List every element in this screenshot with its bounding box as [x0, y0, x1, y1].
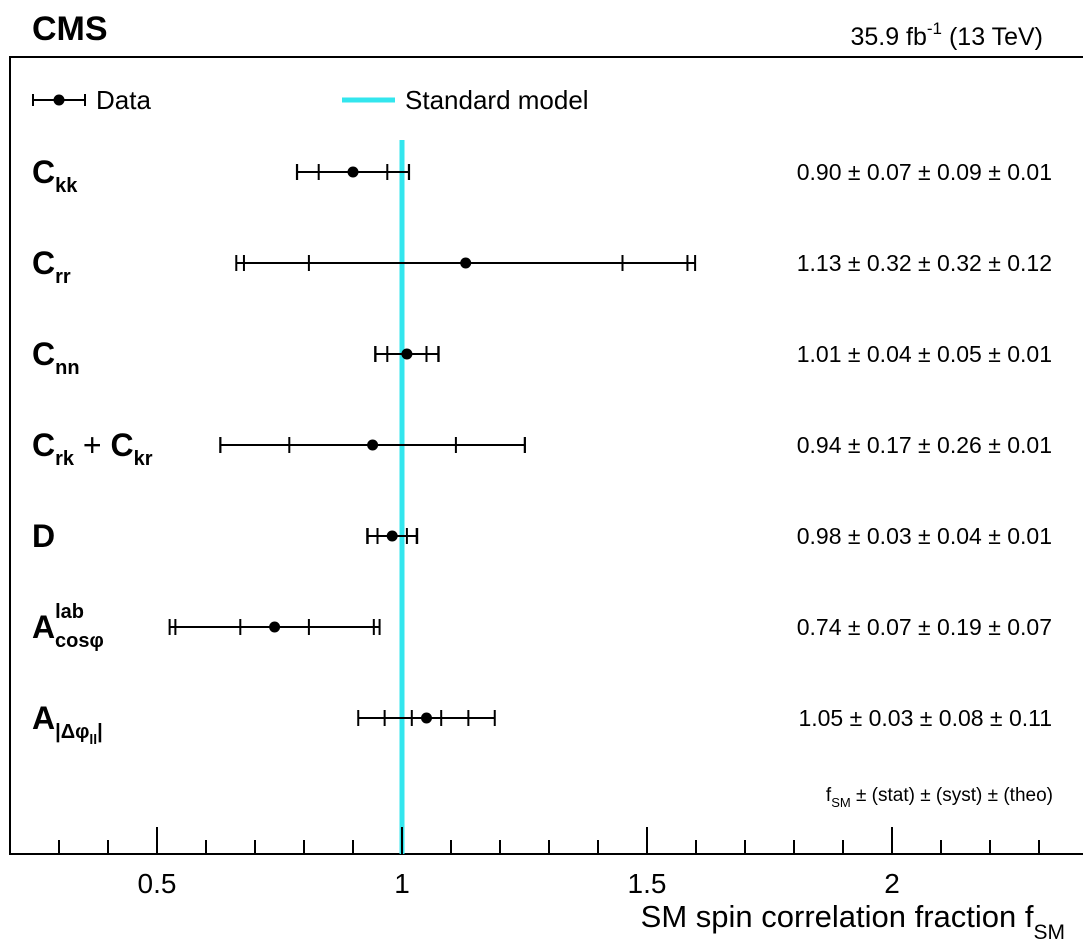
tick-label: 2 — [884, 868, 900, 899]
data-row: Ckk 0.90 ± 0.07 ± 0.09 ± 0.01 — [32, 154, 1052, 197]
x-axis-title: SM spin correlation fraction fSM — [641, 899, 1065, 944]
row-value-text: 0.74 ± 0.07 ± 0.19 ± 0.07 — [797, 614, 1052, 640]
data-point — [421, 712, 432, 724]
x-axis-tick-labels: 0.5 1 1.5 2 — [138, 868, 900, 899]
luminosity-label: 35.9 fb-1 (13 TeV) — [850, 19, 1043, 51]
energy-label: (13 TeV) — [942, 23, 1043, 51]
tick-label: 0.5 — [138, 868, 177, 899]
row-label-main: C — [32, 245, 55, 281]
row-label-part: + — [74, 427, 110, 463]
luminosity-value: 35.9 fb — [850, 23, 926, 51]
data-row: Crr 1.13 ± 0.32 ± 0.32 ± 0.12 — [32, 245, 1052, 288]
row-value-text: 0.90 ± 0.07 ± 0.09 ± 0.01 — [797, 159, 1052, 185]
data-rows: Ckk 0.90 ± 0.07 ± 0.09 ± 0.01 Crr 1.13 ± 0.… — [32, 154, 1052, 747]
row-label-part: kr — [134, 448, 153, 470]
row-label-main: A — [32, 700, 55, 736]
format-prefix: f — [826, 785, 832, 806]
row-label-main: C — [32, 427, 55, 463]
format-prefix-sub: SM — [831, 795, 851, 810]
row-value-text: 1.05 ± 0.03 ± 0.08 ± 0.11 — [798, 705, 1052, 731]
row-label-main: D — [32, 518, 55, 554]
x-axis-ticks — [58, 827, 1040, 854]
legend-data-marker — [53, 94, 65, 106]
format-text: ± (stat) ± (syst) ± (theo) — [851, 785, 1053, 806]
tick-label: 1.5 — [628, 868, 667, 899]
row-label-sub: cosφ — [55, 630, 104, 652]
data-point — [386, 530, 398, 542]
row-label: Crk + Ckr — [32, 427, 153, 470]
row-label-sub: |Δφ — [55, 721, 89, 743]
row-label-sub: kk — [55, 175, 78, 197]
row-label-part: C — [110, 427, 133, 463]
data-row: Crk + Ckr 0.94 ± 0.17 ± 0.26 ± 0.01 — [32, 427, 1052, 470]
x-axis-title-main: SM spin correlation fraction f — [641, 899, 1034, 934]
x-axis-title-sub: SM — [1034, 921, 1066, 944]
luminosity-exponent: -1 — [927, 19, 942, 38]
row-label: Crr — [32, 245, 71, 288]
row-label-main: A — [32, 609, 55, 645]
row-label-sup: lab — [55, 601, 84, 623]
tick-label: 1 — [394, 868, 410, 899]
legend: Data Standard model — [32, 85, 589, 115]
row-label-sub: nn — [55, 357, 79, 379]
row-label: A|Δφll| — [32, 700, 103, 747]
row-label: Alab cosφ — [32, 601, 104, 652]
legend-data-label: Data — [96, 85, 151, 115]
legend-sm-label: Standard model — [405, 85, 589, 115]
plot-frame — [9, 56, 1083, 855]
row-label-sub: rr — [55, 266, 71, 288]
data-point — [401, 348, 413, 360]
row-value-text: 0.98 ± 0.03 ± 0.04 ± 0.01 — [797, 523, 1052, 549]
data-row: A|Δφll| 1.05 ± 0.03 ± 0.08 ± 0.11 — [32, 700, 1052, 747]
row-label-subtail: | — [97, 721, 103, 743]
data-point — [460, 257, 472, 269]
data-row: Cnn 1.01 ± 0.04 ± 0.05 ± 0.01 — [32, 336, 1052, 379]
row-label-sub: rk — [55, 448, 75, 470]
row-label: Cnn — [32, 336, 80, 379]
row-value-text: 0.94 ± 0.17 ± 0.26 ± 0.01 — [797, 432, 1052, 458]
row-label-subsub: ll — [89, 731, 97, 747]
data-point — [347, 166, 359, 178]
data-row: D 0.98 ± 0.03 ± 0.04 ± 0.01 — [32, 518, 1052, 554]
data-point — [269, 621, 281, 633]
experiment-label: CMS — [32, 10, 108, 48]
data-point — [367, 439, 379, 451]
row-label-main: C — [32, 336, 55, 372]
row-value-text: 1.01 ± 0.04 ± 0.05 ± 0.01 — [797, 341, 1052, 367]
row-label: D — [32, 518, 55, 554]
row-label: Ckk — [32, 154, 78, 197]
row-value-text: 1.13 ± 0.32 ± 0.32 ± 0.12 — [797, 250, 1052, 276]
data-row: Alab cosφ 0.74 ± 0.07 ± 0.19 ± 0.07 — [32, 601, 1052, 652]
value-format-note: fSM ± (stat) ± (syst) ± (theo) — [826, 785, 1053, 810]
row-label-main: C — [32, 154, 55, 190]
